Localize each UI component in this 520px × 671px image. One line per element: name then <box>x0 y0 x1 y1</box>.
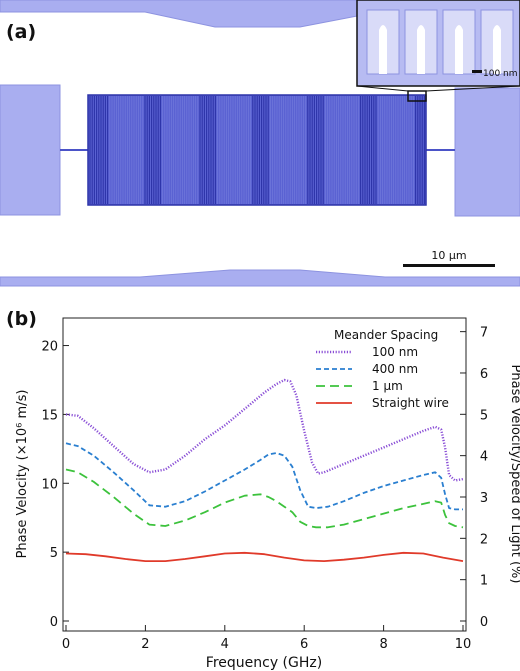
y2-tick-label: 4 <box>480 450 488 465</box>
scale-bar <box>403 264 495 267</box>
x-tick-label: 4 <box>221 637 229 652</box>
legend-label-3: 1 μm <box>372 379 403 393</box>
panel-a-label: (a) <box>6 21 36 43</box>
y2-axis-label: Phase Velocity/Speed of Light (%) <box>508 365 520 584</box>
zoom-connector-right <box>425 85 520 92</box>
y2-axis-ticks: 0 1 2 3 4 5 6 7 <box>460 326 488 630</box>
series-line-4 <box>65 551 464 562</box>
y-tick-label: 5 <box>50 546 58 561</box>
x-tick-label: 2 <box>141 637 149 652</box>
y2-tick-label: 3 <box>480 491 488 506</box>
x-tick-label: 10 <box>455 637 472 652</box>
panel-b-label: (b) <box>6 308 37 330</box>
y-tick-label: 15 <box>41 408 58 423</box>
meander-lines <box>89 96 425 204</box>
y2-tick-label: 2 <box>480 532 488 547</box>
plot-frame <box>62 317 467 632</box>
inset-slot-gap <box>493 25 501 74</box>
inset-slot-gap <box>417 25 425 74</box>
inset-slot-gap <box>379 25 387 74</box>
inset-slot-gap <box>455 25 463 74</box>
y-tick-label: 10 <box>41 477 58 492</box>
x-tick-label: 6 <box>300 637 308 652</box>
y-axis-ticks: 0 5 10 15 20 <box>41 340 69 630</box>
left-contact-pad <box>0 84 61 216</box>
bottom-ground-strip <box>0 269 520 287</box>
x-axis-ticks: 0 2 4 6 8 10 <box>62 625 471 652</box>
x-axis-label: Frequency (GHz) <box>206 655 322 671</box>
series-line-2 <box>65 442 463 511</box>
y2-tick-label: 1 <box>480 574 488 589</box>
y-tick-label: 0 <box>50 615 58 630</box>
inset-scale-label: 100 nm <box>483 69 518 79</box>
series-line-3 <box>65 468 464 529</box>
x-tick-label: 0 <box>62 637 70 652</box>
y2-tick-label: 5 <box>480 408 488 423</box>
legend: Meander Spacing 100 nm 400 nm 1 μm Straight… <box>316 328 449 410</box>
zoom-connector-left <box>356 85 409 92</box>
y2-tick-label: 6 <box>480 367 488 382</box>
y-axis-label: Phase Velocity (×10⁶ m/s) <box>15 390 30 559</box>
y2-tick-label: 0 <box>480 615 488 630</box>
panel-b-chart: (b) 0 5 10 15 20 0 1 2 3 4 5 6 7 0 2 4 6 8 10 Frequency … <box>6 308 520 671</box>
zoom-region-box <box>407 90 427 102</box>
scale-bar-label: 10 μm <box>431 249 466 262</box>
right-contact-pad <box>454 87 520 217</box>
inset-scale-bar <box>472 70 482 73</box>
legend-title: Meander Spacing <box>334 328 438 342</box>
y2-tick-label: 7 <box>480 326 488 341</box>
zoom-inset: 100 nm <box>356 0 520 87</box>
legend-label-2: 400 nm <box>372 362 418 376</box>
legend-label-1: 100 nm <box>372 345 418 359</box>
x-tick-label: 8 <box>379 637 387 652</box>
y-tick-label: 20 <box>41 340 58 355</box>
legend-label-4: Straight wire <box>372 396 449 410</box>
inset-meander-slots <box>366 9 514 75</box>
series-layer <box>65 378 464 562</box>
panel-a-micrograph: 100 nm 10 μm (a) <box>0 0 520 287</box>
